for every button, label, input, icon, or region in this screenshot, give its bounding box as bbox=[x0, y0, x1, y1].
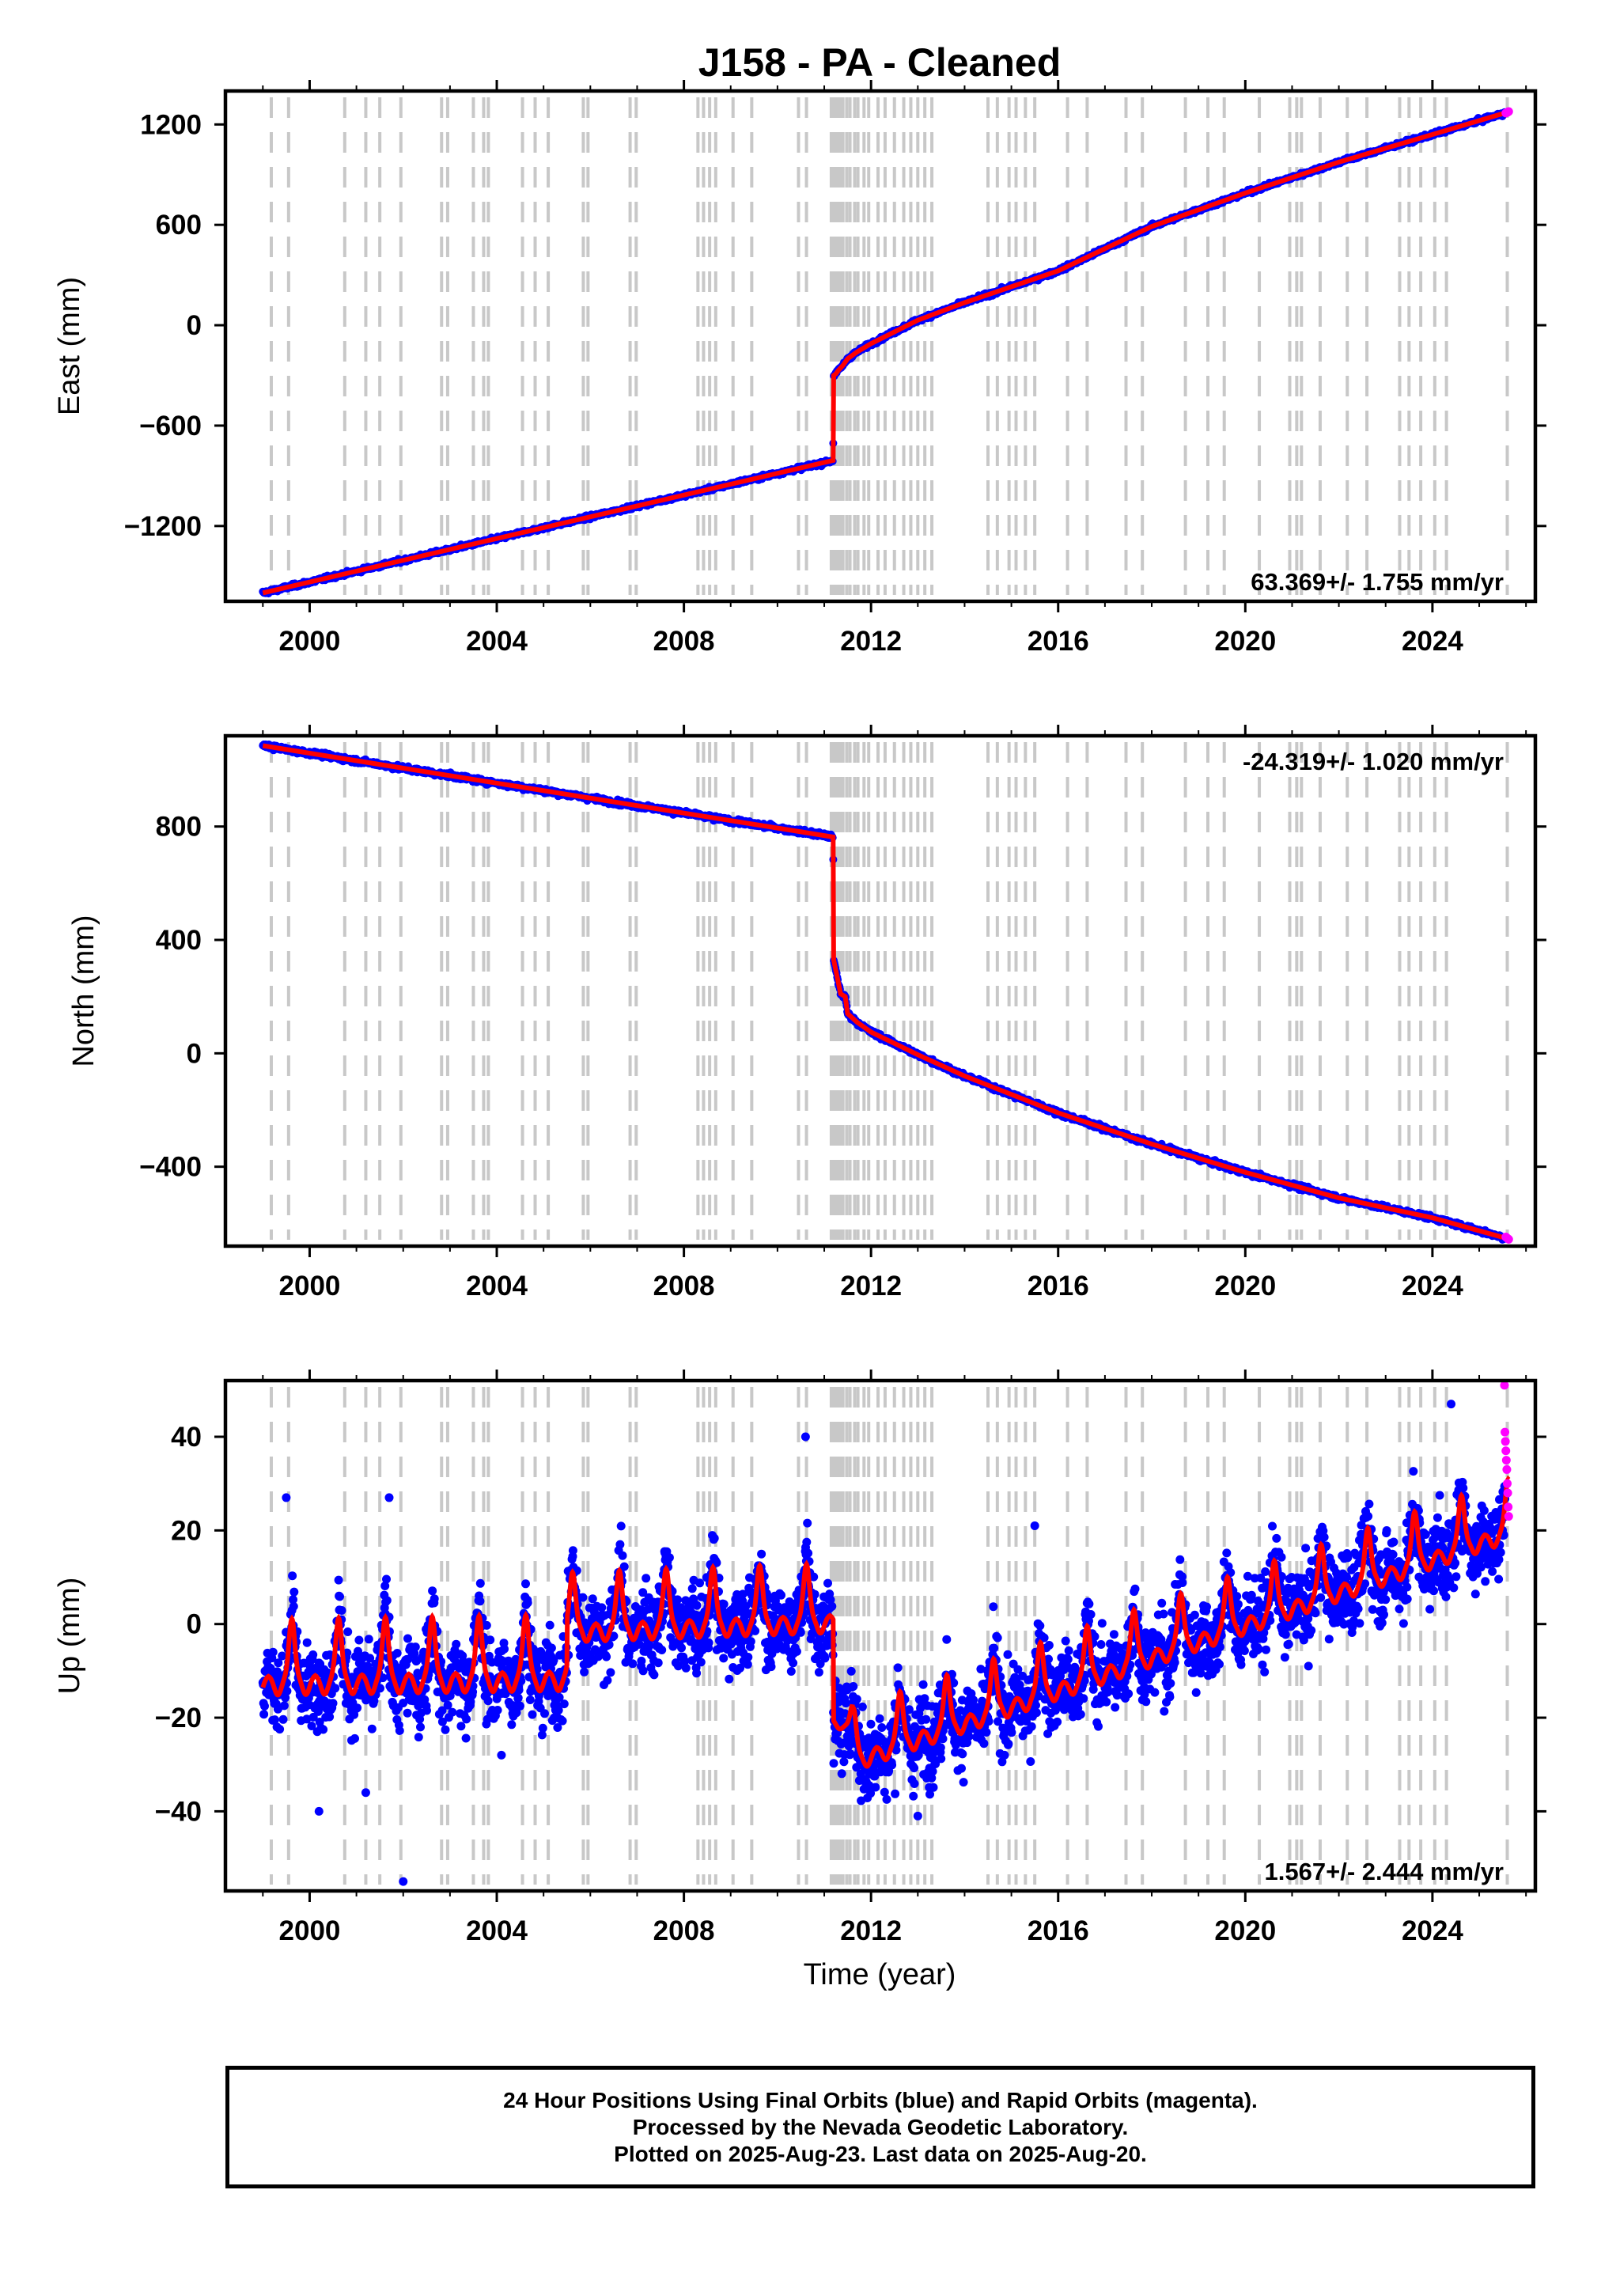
east-rate-label: 63.369+/- 1.755 mm/yr bbox=[1251, 568, 1504, 596]
final-point bbox=[260, 1701, 269, 1711]
final-point bbox=[302, 1714, 312, 1724]
y-tick-label: 0 bbox=[187, 310, 202, 341]
x-tick-label: 2012 bbox=[840, 626, 902, 657]
rapid-point bbox=[1504, 107, 1513, 116]
x-tick-label: 2020 bbox=[1214, 1271, 1276, 1301]
x-tick-label: 2008 bbox=[653, 626, 715, 657]
east-frame bbox=[223, 89, 1538, 604]
east-rapid-points bbox=[1501, 107, 1513, 118]
north-y-axis-label: North (mm) bbox=[67, 915, 100, 1067]
x-tick-label: 2004 bbox=[466, 1271, 528, 1301]
final-point bbox=[281, 1693, 290, 1703]
final-point bbox=[319, 1725, 328, 1734]
final-point bbox=[307, 1722, 316, 1730]
y-tick-label: −400 bbox=[139, 1152, 202, 1183]
north-panel: 2000 2004 2008 2012 2016 2020 2024 −400 0 400 800 N… bbox=[67, 725, 1546, 1301]
y-tick-label: −1200 bbox=[124, 511, 202, 542]
x-tick-label: 2020 bbox=[1214, 626, 1276, 657]
final-point bbox=[289, 1595, 297, 1605]
figure-title: J158 - PA - Cleaned bbox=[698, 40, 1062, 85]
x-tick-label: 2016 bbox=[1028, 1271, 1089, 1301]
north-frame bbox=[223, 733, 1538, 1248]
final-point bbox=[279, 1701, 289, 1711]
x-tick-label: 2012 bbox=[840, 1271, 902, 1301]
x-tick-label: 2004 bbox=[466, 626, 528, 657]
up-event-lines bbox=[269, 1387, 1509, 1885]
x-tick-label: 2008 bbox=[653, 1271, 715, 1301]
north-rate-label: -24.319+/- 1.020 mm/yr bbox=[1243, 748, 1504, 775]
y-tick-label: 0 bbox=[187, 1038, 202, 1069]
east-model-line bbox=[262, 109, 1510, 596]
x-tick-label: 2024 bbox=[1402, 626, 1463, 657]
y-tick-label: 800 bbox=[156, 812, 202, 843]
final-point bbox=[289, 1601, 298, 1611]
y-tick-label: −600 bbox=[139, 411, 202, 441]
x-tick-label: 2000 bbox=[279, 1271, 341, 1301]
final-point bbox=[266, 1664, 275, 1673]
final-point bbox=[274, 1658, 283, 1668]
final-point bbox=[282, 1686, 292, 1695]
east-panel: 2000 2004 2008 2012 2016 2020 2024 −1200 −600 0 60… bbox=[53, 80, 1546, 657]
y-tick-label: 400 bbox=[156, 925, 202, 956]
x-tick-label: 2024 bbox=[1402, 1271, 1463, 1301]
y-tick-label: 1200 bbox=[140, 109, 202, 140]
final-point bbox=[290, 1587, 299, 1597]
x-tick-label: 2016 bbox=[1028, 626, 1089, 657]
final-point bbox=[259, 1710, 269, 1719]
final-point bbox=[278, 1651, 287, 1661]
final-point bbox=[288, 1571, 297, 1581]
up-panel: 2000 2004 2008 2012 2016 2020 2024−40−2002040U… bbox=[53, 1370, 1546, 1946]
north-event-lines bbox=[269, 742, 1509, 1240]
east-y-axis-label: East (mm) bbox=[53, 277, 86, 415]
final-point bbox=[270, 1715, 279, 1725]
final-point bbox=[268, 1647, 278, 1657]
x-tick-label: 2000 bbox=[279, 626, 341, 657]
final-point bbox=[302, 1638, 312, 1647]
north-rapid-points bbox=[1501, 1233, 1513, 1244]
final-point bbox=[308, 1650, 318, 1659]
final-point bbox=[275, 1725, 285, 1734]
north-model-line bbox=[262, 743, 1510, 1241]
rapid-point bbox=[1504, 1234, 1513, 1244]
final-point bbox=[278, 1714, 288, 1724]
y-tick-label: 600 bbox=[156, 210, 202, 241]
